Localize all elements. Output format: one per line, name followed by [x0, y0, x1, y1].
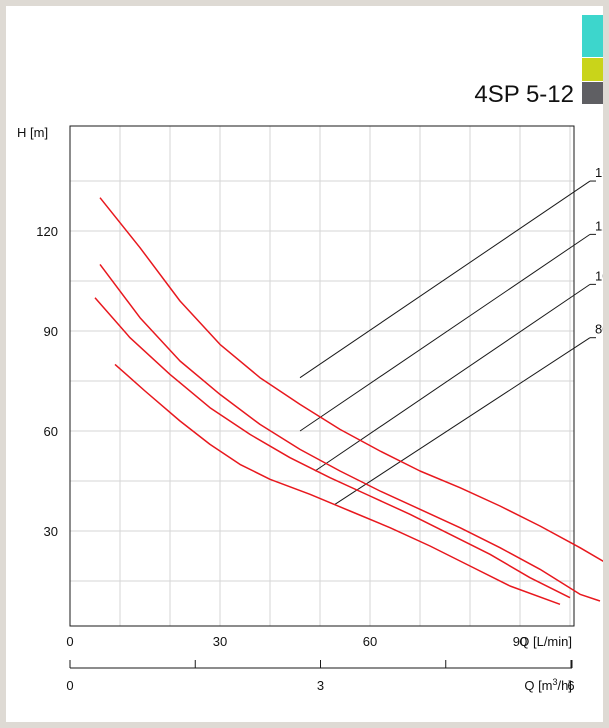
- power-leader-line: [314, 283, 591, 472]
- pump-curve-line: [114, 363, 561, 606]
- power-leader-line: [299, 233, 591, 432]
- pump-curve-line: [99, 197, 603, 562]
- power-leader-line: [334, 337, 591, 505]
- power-label: 1000 [W]: [595, 268, 603, 283]
- swatch-gray: [582, 82, 603, 104]
- x2-tick-label: 6: [567, 678, 574, 693]
- x2-axis-label: Q [m3/h]: [524, 677, 572, 693]
- swatch-cyan: [582, 15, 603, 57]
- swatch-yellow: [582, 58, 603, 81]
- y-tick-label: 120: [36, 224, 58, 239]
- plot-frame: [69, 125, 575, 627]
- x2-tick-label: 3: [317, 678, 324, 693]
- x2-tick-label: 0: [66, 678, 73, 693]
- axis-ticks: 3060901200306090120036: [36, 224, 574, 693]
- grid-lines: [70, 126, 574, 626]
- pump-curves: [94, 197, 603, 606]
- y-tick-label: 30: [44, 524, 58, 539]
- y-axis-label: H [m]: [17, 125, 48, 140]
- power-label: 800 [W]: [595, 322, 603, 337]
- power-label: 1600 [W]: [595, 165, 603, 180]
- x-tick-label: 30: [213, 634, 227, 649]
- y-tick-label: 60: [44, 424, 58, 439]
- chart-sheet: 4SP 5-12 H [m] Q [L/min] Q [m3/h] 1600 […: [6, 6, 603, 722]
- y-tick-label: 90: [44, 324, 58, 339]
- pump-curve-line: [94, 297, 571, 599]
- x-tick-label: 60: [363, 634, 377, 649]
- pump-curve-line: [99, 263, 601, 602]
- chart-title: 4SP 5-12: [474, 81, 574, 108]
- x-tick-label: 0: [66, 634, 73, 649]
- x-axis-label: Q [L/min]: [519, 634, 572, 649]
- pump-curve-chart: 4SP 5-12 H [m] Q [L/min] Q [m3/h] 1600 […: [17, 81, 603, 693]
- power-leader-line: [299, 180, 591, 379]
- x-tick-label: 90: [513, 634, 527, 649]
